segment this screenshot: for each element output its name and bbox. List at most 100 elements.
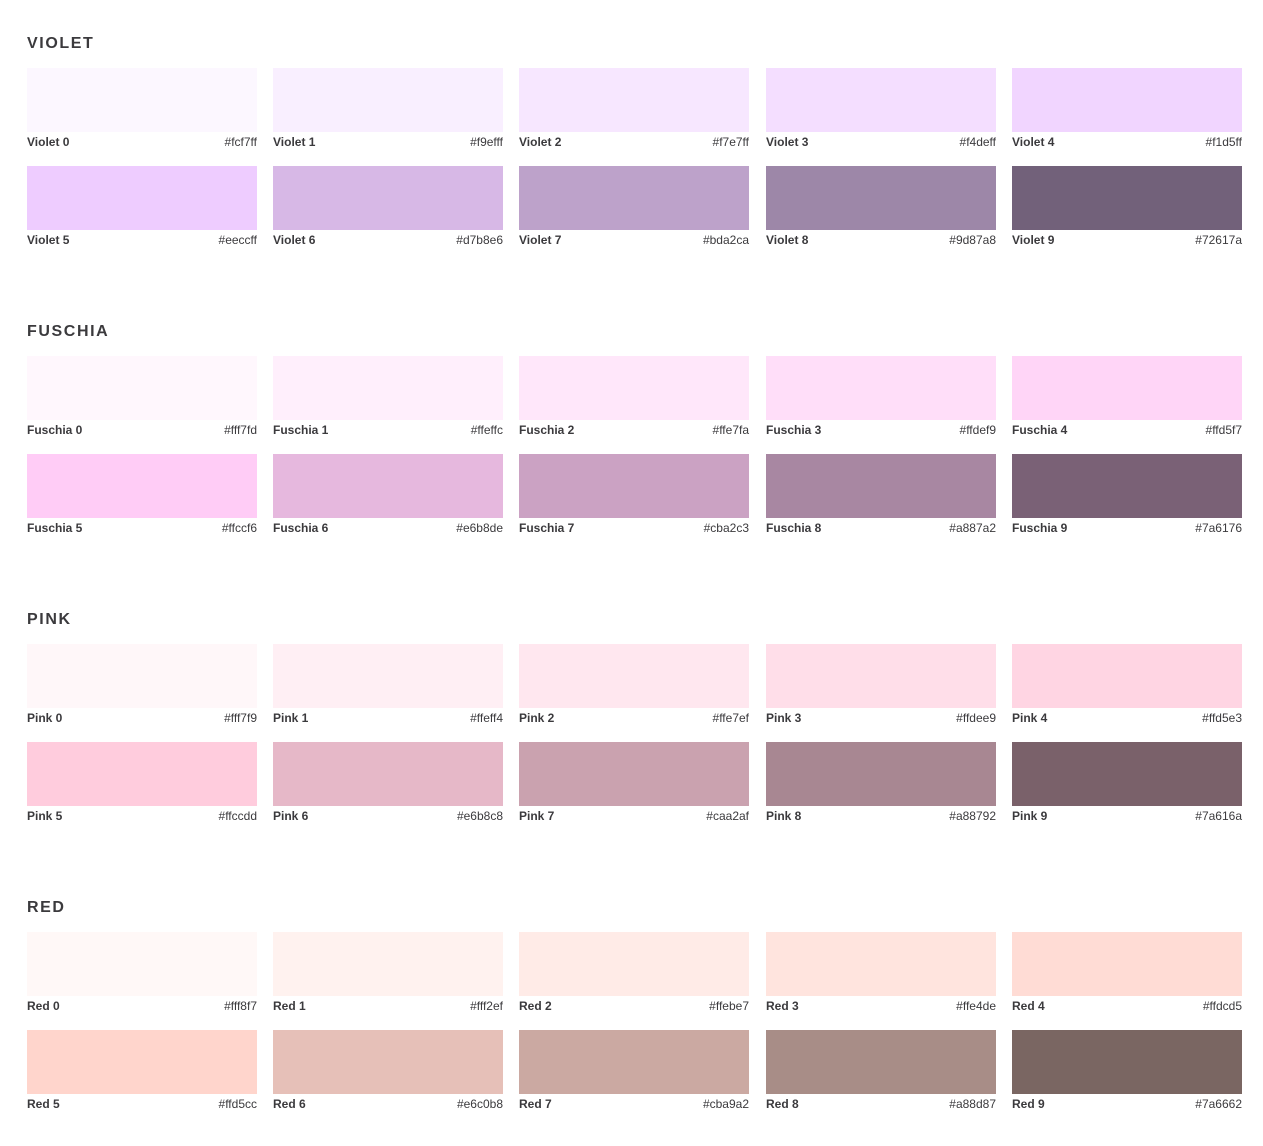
color-swatch[interactable]: Violet 0 #fcf7ff <box>27 68 257 150</box>
color-swatch[interactable]: Fuschia 0 #fff7fd <box>27 356 257 438</box>
color-chip[interactable] <box>766 454 996 518</box>
color-swatch[interactable]: Violet 8 #9d87a8 <box>766 166 996 248</box>
color-swatch[interactable]: Red 8 #a88d87 <box>766 1030 996 1112</box>
color-chip[interactable] <box>273 742 503 806</box>
swatch-name: Fuschia 9 <box>1012 521 1068 535</box>
swatch-name: Red 7 <box>519 1097 552 1111</box>
color-swatch[interactable]: Pink 5 #ffccdd <box>27 742 257 824</box>
color-chip[interactable] <box>273 644 503 708</box>
color-chip[interactable] <box>27 454 257 518</box>
color-chip[interactable] <box>1012 644 1242 708</box>
color-chip[interactable] <box>27 742 257 806</box>
color-chip[interactable] <box>273 356 503 420</box>
swatch-name: Pink 4 <box>1012 711 1048 725</box>
color-chip[interactable] <box>27 1030 257 1094</box>
color-swatch[interactable]: Fuschia 5 #ffccf6 <box>27 454 257 536</box>
color-chip[interactable] <box>519 932 749 996</box>
color-swatch[interactable]: Red 0 #fff8f7 <box>27 932 257 1014</box>
swatch-name: Fuschia 5 <box>27 521 83 535</box>
color-chip[interactable] <box>273 1030 503 1094</box>
color-chip[interactable] <box>1012 1030 1242 1094</box>
section-title: PINK <box>27 611 72 628</box>
color-swatch[interactable]: Fuschia 1 #ffeffc <box>273 356 503 438</box>
color-chip[interactable] <box>273 932 503 996</box>
color-chip[interactable] <box>519 356 749 420</box>
swatch-meta: Red 9 #7a6662 <box>1012 1097 1242 1112</box>
color-swatch[interactable]: Violet 3 #f4deff <box>766 68 996 150</box>
swatch-meta: Violet 8 #9d87a8 <box>766 233 996 248</box>
color-chip[interactable] <box>519 644 749 708</box>
color-swatch[interactable]: Red 4 #ffdcd5 <box>1012 932 1242 1014</box>
color-chip[interactable] <box>1012 932 1242 996</box>
color-chip[interactable] <box>1012 454 1242 518</box>
color-chip[interactable] <box>519 68 749 132</box>
color-chip[interactable] <box>273 454 503 518</box>
color-swatch[interactable]: Red 5 #ffd5cc <box>27 1030 257 1112</box>
color-chip[interactable] <box>519 454 749 518</box>
color-chip[interactable] <box>27 68 257 132</box>
swatch-name: Violet 4 <box>1012 135 1055 149</box>
color-chip[interactable] <box>519 1030 749 1094</box>
color-chip[interactable] <box>27 932 257 996</box>
color-swatch[interactable]: Fuschia 9 #7a6176 <box>1012 454 1242 536</box>
color-swatch[interactable]: Pink 8 #a88792 <box>766 742 996 824</box>
color-swatch[interactable]: Pink 4 #ffd5e3 <box>1012 644 1242 726</box>
color-swatch[interactable]: Pink 9 #7a616a <box>1012 742 1242 824</box>
color-swatch[interactable]: Red 7 #cba9a2 <box>519 1030 749 1112</box>
color-chip[interactable] <box>766 742 996 806</box>
color-swatch[interactable]: Fuschia 8 #a887a2 <box>766 454 996 536</box>
color-swatch[interactable]: Fuschia 4 #ffd5f7 <box>1012 356 1242 438</box>
color-swatch[interactable]: Fuschia 7 #cba2c3 <box>519 454 749 536</box>
color-chip[interactable] <box>766 932 996 996</box>
color-swatch[interactable]: Pink 3 #ffdee9 <box>766 644 996 726</box>
swatch-hex: #e6b8c8 <box>456 809 503 823</box>
swatch-meta: Red 2 #ffebe7 <box>519 999 749 1014</box>
swatch-hex: #fff8f7 <box>224 999 257 1013</box>
color-swatch[interactable]: Pink 2 #ffe7ef <box>519 644 749 726</box>
color-chip[interactable] <box>273 166 503 230</box>
color-chip[interactable] <box>27 644 257 708</box>
color-swatch[interactable]: Violet 7 #bda2ca <box>519 166 749 248</box>
color-swatch[interactable]: Fuschia 3 #ffdef9 <box>766 356 996 438</box>
color-swatch[interactable]: Violet 4 #f1d5ff <box>1012 68 1242 150</box>
color-swatch[interactable]: Fuschia 6 #e6b8de <box>273 454 503 536</box>
color-swatch[interactable]: Red 2 #ffebe7 <box>519 932 749 1014</box>
color-chip[interactable] <box>27 356 257 420</box>
color-swatch[interactable]: Pink 6 #e6b8c8 <box>273 742 503 824</box>
color-chip[interactable] <box>27 166 257 230</box>
swatch-meta: Violet 3 #f4deff <box>766 135 996 150</box>
color-chip[interactable] <box>519 166 749 230</box>
swatch-hex: #a88792 <box>949 809 996 823</box>
color-swatch[interactable]: Fuschia 2 #ffe7fa <box>519 356 749 438</box>
swatch-meta: Pink 0 #fff7f9 <box>27 711 257 726</box>
swatch-hex: #e6c0b8 <box>456 1097 503 1111</box>
color-chip[interactable] <box>1012 68 1242 132</box>
color-swatch[interactable]: Red 9 #7a6662 <box>1012 1030 1242 1112</box>
color-swatch[interactable]: Pink 7 #caa2af <box>519 742 749 824</box>
color-swatch[interactable]: Violet 1 #f9efff <box>273 68 503 150</box>
swatch-name: Fuschia 4 <box>1012 423 1068 437</box>
swatch-meta: Violet 5 #eeccff <box>27 233 257 248</box>
color-chip[interactable] <box>766 166 996 230</box>
color-swatch[interactable]: Violet 5 #eeccff <box>27 166 257 248</box>
color-chip[interactable] <box>273 68 503 132</box>
color-chip[interactable] <box>1012 356 1242 420</box>
color-chip[interactable] <box>1012 742 1242 806</box>
color-swatch[interactable]: Pink 1 #ffeff4 <box>273 644 503 726</box>
swatch-hex: #fcf7ff <box>224 135 257 149</box>
color-swatch[interactable]: Pink 0 #fff7f9 <box>27 644 257 726</box>
color-swatch[interactable]: Red 3 #ffe4de <box>766 932 996 1014</box>
color-swatch[interactable]: Violet 9 #72617a <box>1012 166 1242 248</box>
color-chip[interactable] <box>1012 166 1242 230</box>
color-swatch[interactable]: Violet 2 #f7e7ff <box>519 68 749 150</box>
swatch-name: Pink 3 <box>766 711 802 725</box>
swatch-meta: Violet 4 #f1d5ff <box>1012 135 1242 150</box>
color-chip[interactable] <box>766 644 996 708</box>
color-swatch[interactable]: Red 1 #fff2ef <box>273 932 503 1014</box>
color-chip[interactable] <box>519 742 749 806</box>
color-chip[interactable] <box>766 356 996 420</box>
color-chip[interactable] <box>766 68 996 132</box>
color-swatch[interactable]: Red 6 #e6c0b8 <box>273 1030 503 1112</box>
color-swatch[interactable]: Violet 6 #d7b8e6 <box>273 166 503 248</box>
color-chip[interactable] <box>766 1030 996 1094</box>
